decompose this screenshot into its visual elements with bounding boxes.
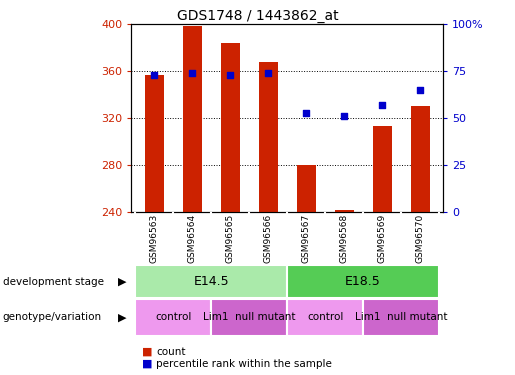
Text: GSM96570: GSM96570 [416, 213, 424, 263]
Text: ▶: ▶ [117, 312, 126, 322]
Text: control: control [155, 312, 191, 322]
Bar [410, 106, 430, 212]
Point [264, 70, 272, 76]
Text: ■: ■ [142, 359, 152, 369]
Bar [220, 43, 239, 212]
Bar [145, 75, 164, 212]
Text: ■: ■ [142, 347, 152, 357]
Bar [211, 299, 287, 336]
Text: Lim1  null mutant: Lim1 null mutant [203, 312, 296, 322]
Point [416, 87, 424, 93]
Text: genotype/variation: genotype/variation [3, 312, 101, 322]
Point [302, 110, 310, 116]
Bar [135, 265, 287, 298]
Bar [259, 62, 278, 212]
Text: ▶: ▶ [117, 277, 126, 286]
Text: percentile rank within the sample: percentile rank within the sample [156, 359, 332, 369]
Bar [363, 299, 439, 336]
Text: GSM96564: GSM96564 [187, 214, 197, 262]
Bar [287, 299, 363, 336]
Text: Lim1  null mutant: Lim1 null mutant [355, 312, 448, 322]
Bar [287, 265, 439, 298]
Text: E18.5: E18.5 [345, 275, 381, 288]
Text: GDS1748 / 1443862_at: GDS1748 / 1443862_at [177, 9, 338, 23]
Text: count: count [156, 347, 185, 357]
Text: control: control [307, 312, 344, 322]
Text: GSM96565: GSM96565 [226, 213, 235, 263]
Text: E14.5: E14.5 [193, 275, 229, 288]
Text: GSM96568: GSM96568 [339, 213, 349, 263]
Point [226, 72, 234, 78]
Text: GSM96567: GSM96567 [302, 213, 311, 263]
Text: GSM96566: GSM96566 [264, 213, 272, 263]
Point [378, 102, 386, 108]
Bar [373, 126, 391, 212]
Text: GSM96569: GSM96569 [377, 213, 387, 263]
Point [150, 72, 158, 78]
Bar [183, 26, 201, 212]
Point [340, 113, 348, 119]
Bar [297, 165, 316, 212]
Bar [135, 299, 211, 336]
Text: GSM96563: GSM96563 [150, 213, 159, 263]
Bar [335, 210, 354, 212]
Point [188, 70, 196, 76]
Text: development stage: development stage [3, 277, 104, 286]
